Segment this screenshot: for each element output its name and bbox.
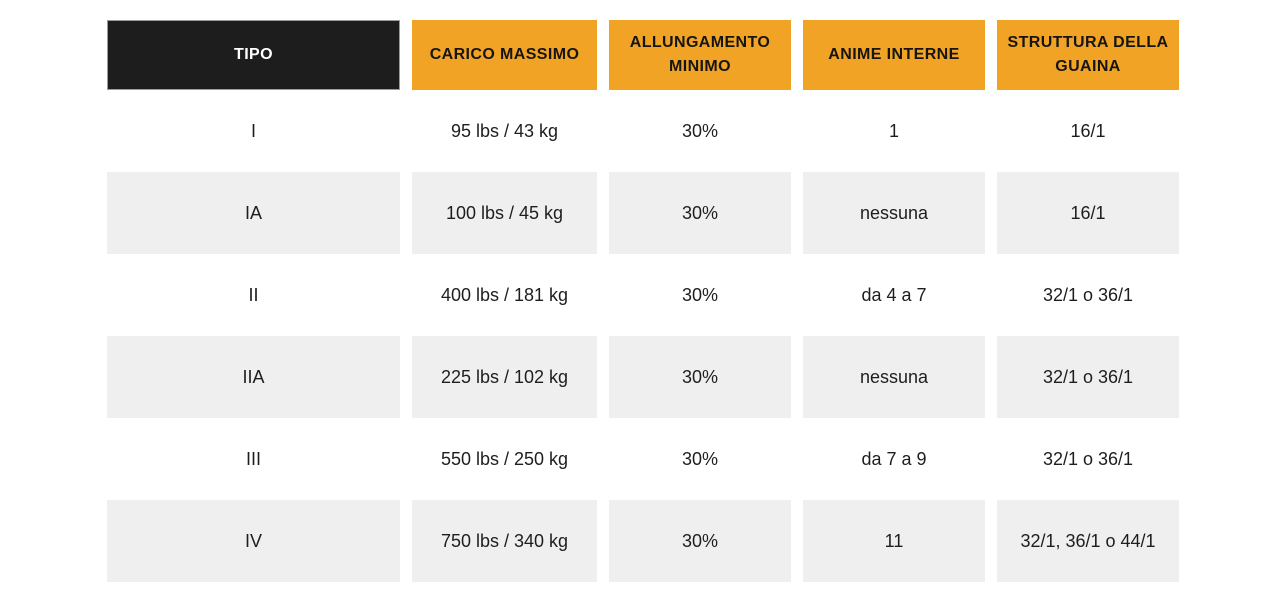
cell-anime: da 7 a 9 [861,448,927,469]
cell-anime: nessuna [803,336,985,418]
cell-allungamento: 30% [681,448,719,469]
cell-anime: 1 [888,120,899,141]
cell-struttura: 32/1 o 36/1 [1042,284,1134,305]
cell-anime: 11 [803,500,985,582]
specifications-table: TIPO CARICO MASSIMO ALLUNGAMENTO MINIMO … [107,20,1179,582]
cell-struttura: 32/1 o 36/1 [997,336,1179,418]
cell-struttura: 32/1, 36/1 o 44/1 [997,500,1179,582]
cell-tipo: III [245,448,261,469]
cell-carico: 95 lbs / 43 kg [450,120,559,141]
cell-tipo: I [250,120,256,141]
column-header-tipo: TIPO [107,20,400,90]
cell-allungamento: 30% [609,500,791,582]
column-header-allungamento-minimo: ALLUNGAMENTO MINIMO [609,20,791,90]
cell-carico: 750 lbs / 340 kg [412,500,597,582]
cell-tipo: IA [107,172,400,254]
cell-tipo: IV [107,500,400,582]
cell-struttura: 16/1 [1070,120,1106,141]
cell-tipo: IIA [107,336,400,418]
column-header-anime-interne: ANIME INTERNE [803,20,985,90]
column-header-struttura-della-guaina: STRUTTURA DELLA GUAINA [997,20,1179,90]
cell-anime: da 4 a 7 [861,284,927,305]
cell-allungamento: 30% [609,336,791,418]
column-header-carico-massimo: CARICO MASSIMO [412,20,597,90]
cell-carico: 225 lbs / 102 kg [412,336,597,418]
cell-anime: nessuna [803,172,985,254]
cell-carico: 400 lbs / 181 kg [440,284,569,305]
cell-carico: 550 lbs / 250 kg [440,448,569,469]
cell-tipo: II [248,284,259,305]
cell-allungamento: 30% [681,120,719,141]
cell-struttura: 16/1 [997,172,1179,254]
cell-allungamento: 30% [609,172,791,254]
cell-struttura: 32/1 o 36/1 [1042,448,1134,469]
cell-allungamento: 30% [681,284,719,305]
cell-carico: 100 lbs / 45 kg [412,172,597,254]
